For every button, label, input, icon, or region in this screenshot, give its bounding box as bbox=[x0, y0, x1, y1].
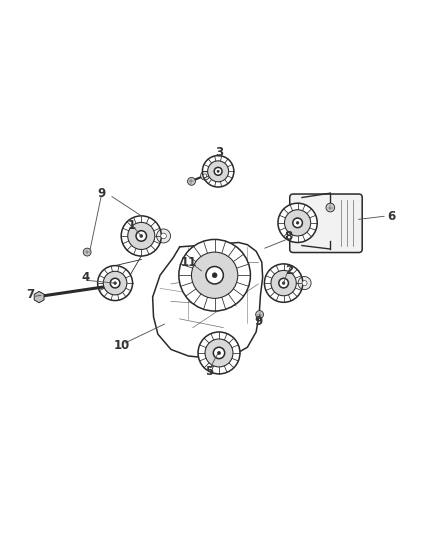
Circle shape bbox=[256, 311, 264, 318]
Circle shape bbox=[217, 170, 219, 172]
Text: 10: 10 bbox=[114, 340, 130, 352]
Circle shape bbox=[83, 248, 91, 256]
Circle shape bbox=[293, 218, 302, 228]
Circle shape bbox=[140, 235, 143, 237]
Text: 11: 11 bbox=[181, 256, 198, 269]
Text: 4: 4 bbox=[82, 271, 90, 284]
Circle shape bbox=[298, 277, 311, 289]
Circle shape bbox=[191, 252, 238, 298]
Text: 9: 9 bbox=[97, 187, 105, 200]
Circle shape bbox=[217, 351, 221, 354]
Text: 5: 5 bbox=[205, 365, 213, 378]
Circle shape bbox=[156, 229, 170, 243]
Text: 8: 8 bbox=[285, 230, 293, 243]
Circle shape bbox=[302, 280, 307, 286]
Circle shape bbox=[128, 222, 155, 249]
Circle shape bbox=[285, 210, 311, 236]
Circle shape bbox=[198, 332, 240, 374]
Circle shape bbox=[279, 278, 288, 288]
Circle shape bbox=[98, 265, 133, 301]
Circle shape bbox=[206, 266, 223, 284]
Circle shape bbox=[296, 222, 299, 224]
Text: 2: 2 bbox=[285, 264, 293, 277]
Circle shape bbox=[110, 278, 120, 288]
Circle shape bbox=[282, 282, 285, 285]
Circle shape bbox=[265, 264, 303, 302]
Text: 7: 7 bbox=[26, 288, 35, 301]
Polygon shape bbox=[34, 292, 44, 303]
Circle shape bbox=[326, 203, 335, 212]
Circle shape bbox=[187, 177, 195, 185]
Circle shape bbox=[161, 233, 166, 239]
Circle shape bbox=[208, 161, 229, 182]
Circle shape bbox=[103, 271, 127, 295]
Circle shape bbox=[114, 282, 117, 285]
Circle shape bbox=[205, 339, 233, 367]
Circle shape bbox=[212, 273, 217, 278]
Circle shape bbox=[203, 174, 207, 177]
Circle shape bbox=[121, 216, 161, 256]
Text: 1: 1 bbox=[127, 219, 136, 231]
FancyBboxPatch shape bbox=[290, 194, 362, 253]
Circle shape bbox=[214, 167, 222, 175]
Circle shape bbox=[136, 231, 147, 241]
Text: 6: 6 bbox=[387, 210, 396, 223]
Text: 9: 9 bbox=[254, 314, 262, 328]
Circle shape bbox=[213, 348, 225, 359]
Circle shape bbox=[179, 239, 251, 311]
Circle shape bbox=[278, 203, 317, 243]
Circle shape bbox=[201, 171, 209, 180]
Text: 3: 3 bbox=[215, 147, 223, 159]
Circle shape bbox=[202, 156, 234, 187]
Circle shape bbox=[271, 270, 296, 296]
